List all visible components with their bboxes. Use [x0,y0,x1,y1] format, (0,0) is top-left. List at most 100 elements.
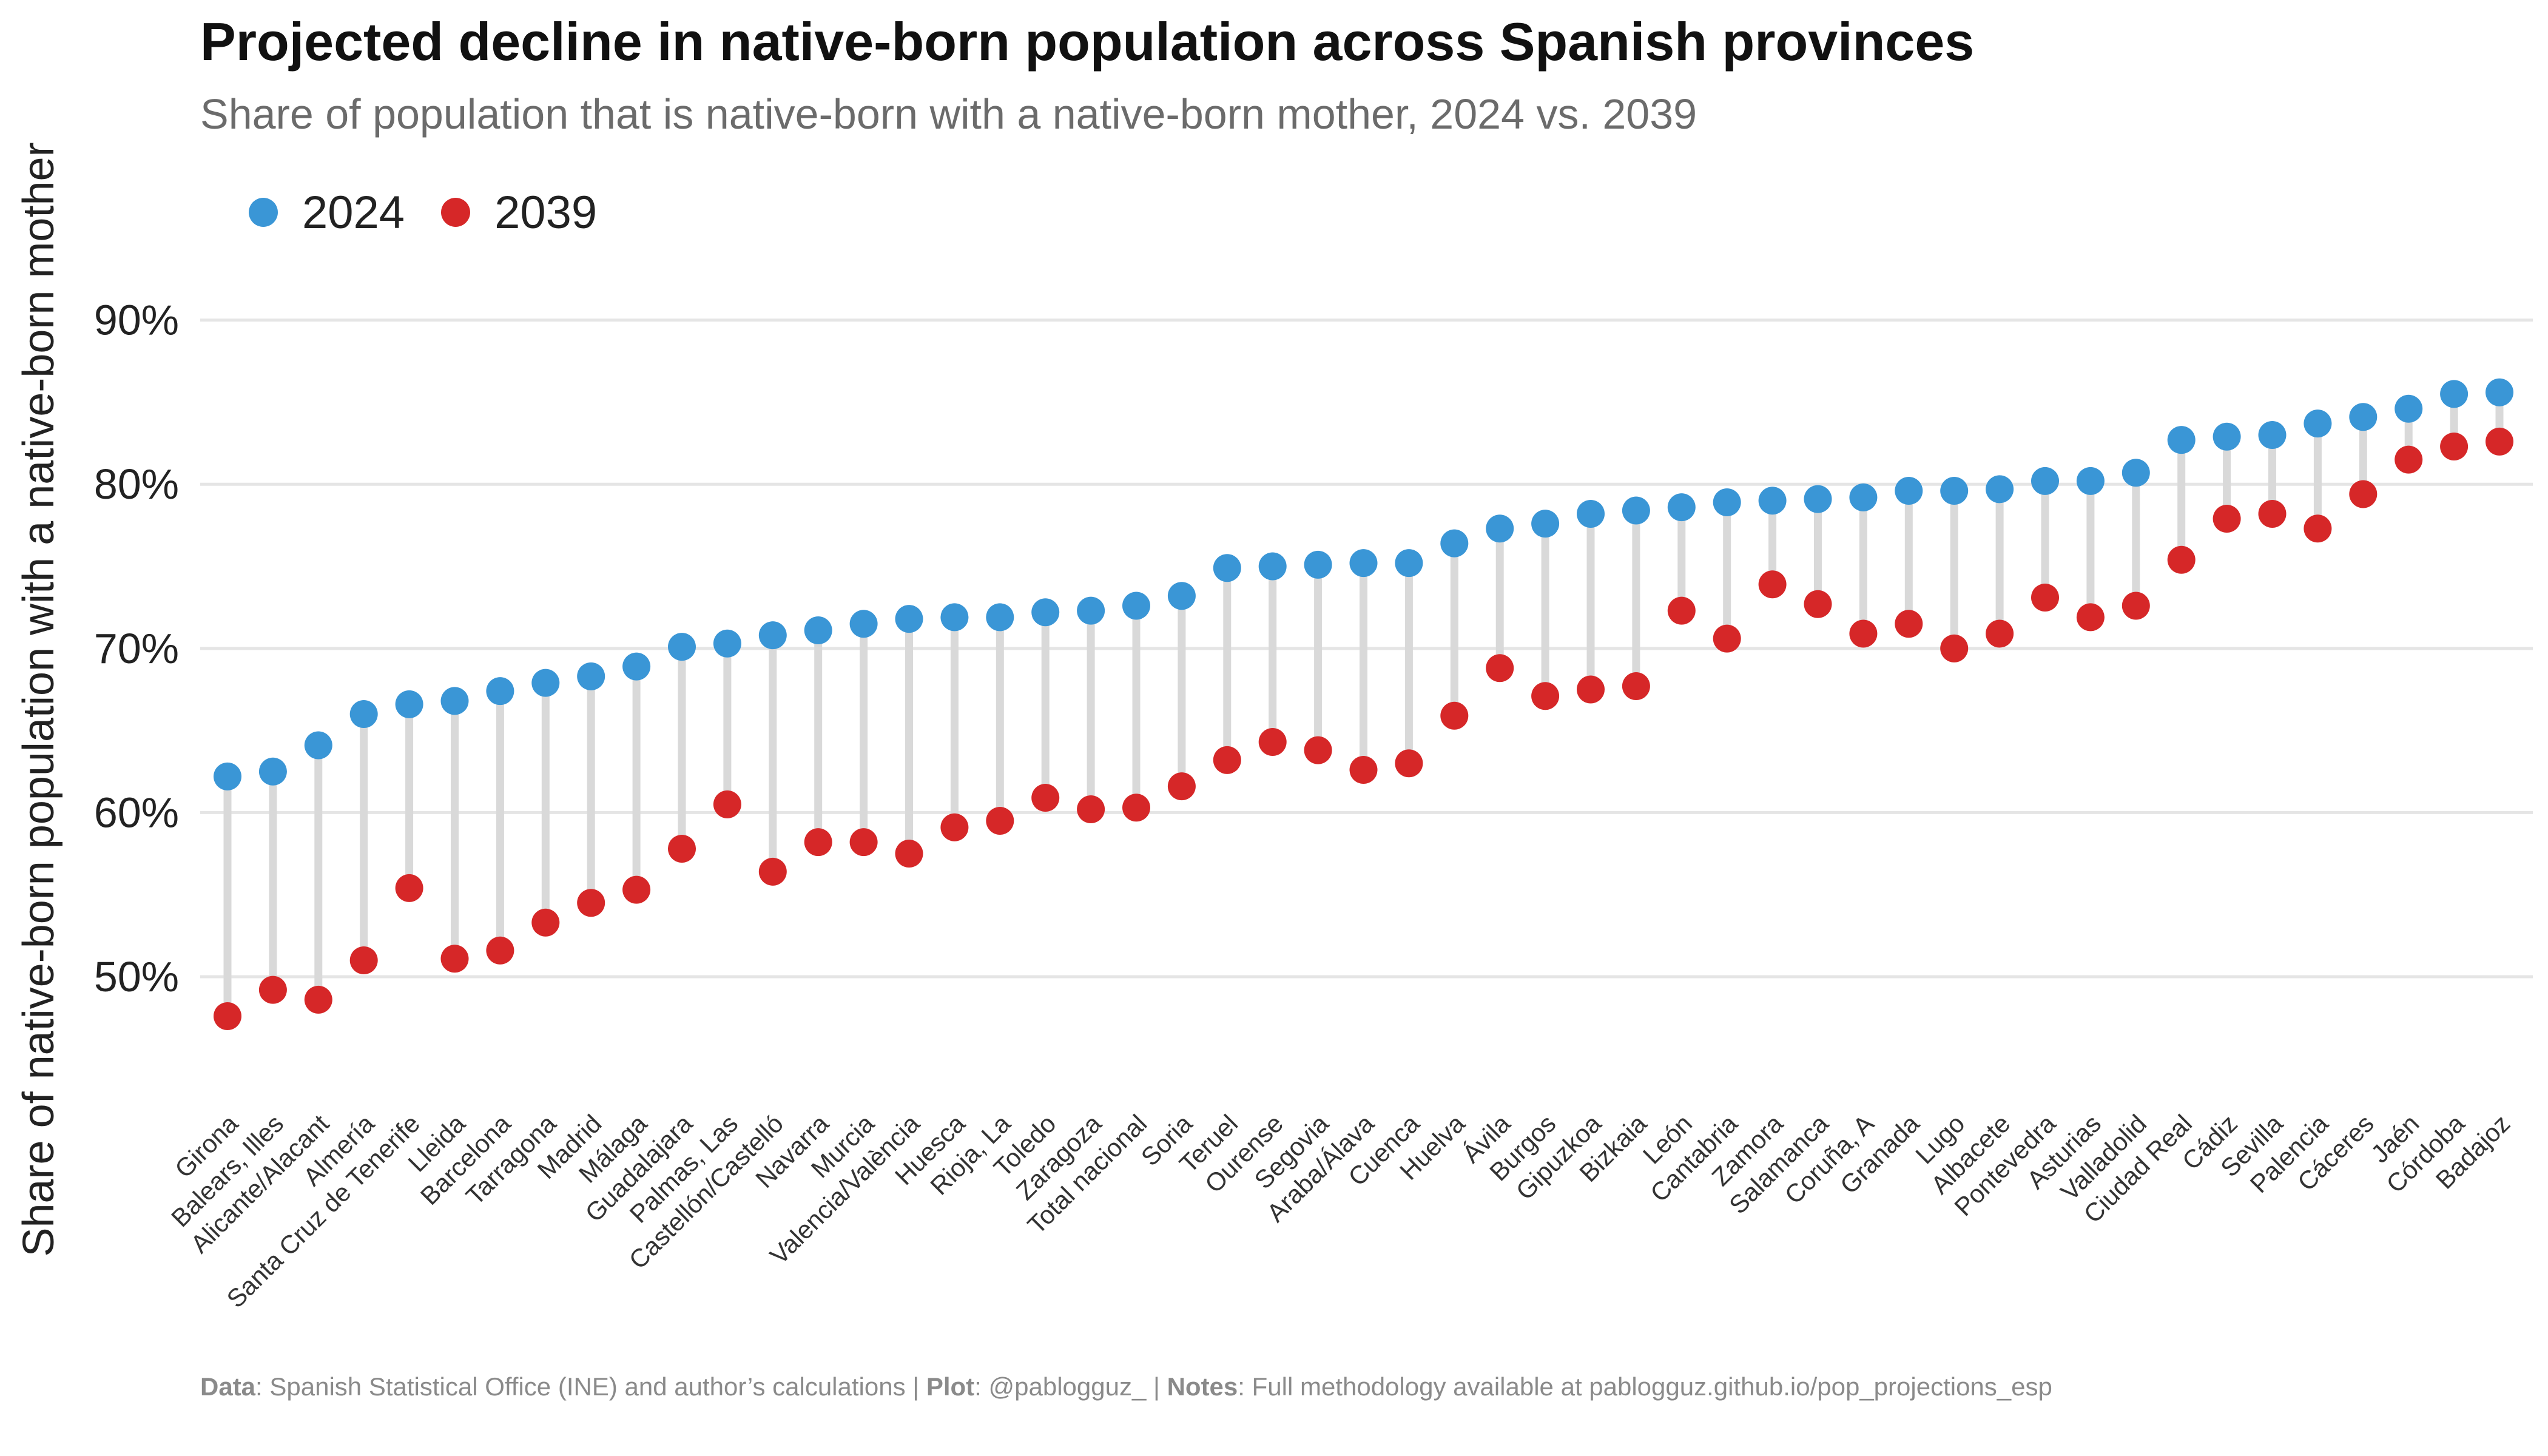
point-2024 [531,669,560,697]
point-2039 [486,936,514,965]
data-points [214,378,2513,1030]
point-2039 [1440,701,1469,730]
caption-notes-text: : Full methodology available at pabloggu… [1238,1372,2052,1401]
y-tick-label: 90% [94,297,179,344]
point-2024 [1258,552,1287,581]
point-2039 [1849,619,1878,648]
point-2024 [486,677,514,706]
point-2024 [2076,467,2105,495]
point-2039 [849,828,878,857]
point-2024 [2213,422,2241,451]
point-2024 [440,687,469,715]
point-2039 [1758,570,1787,599]
point-2039 [2122,592,2150,620]
point-2039 [304,985,332,1014]
point-2039 [1667,596,1696,625]
point-2039 [1486,654,1514,682]
point-2039 [1167,772,1196,801]
point-2024 [1577,499,1605,528]
point-2024 [1486,514,1514,543]
point-2024 [986,603,1014,632]
point-2039 [1940,634,1969,662]
point-2039 [395,874,423,902]
point-2039 [2395,445,2423,474]
point-2039 [986,806,1014,835]
point-2024 [2258,421,2287,450]
point-2024 [2486,378,2513,406]
point-2024 [1622,496,1650,525]
point-2039 [713,790,741,818]
legend-label-2039: 2039 [494,186,598,238]
point-2039 [1213,746,1241,774]
point-2024 [2122,459,2150,487]
point-2039 [1804,590,1832,618]
point-2039 [2076,603,2105,632]
legend-swatch-2024 [249,198,278,227]
point-2039 [440,945,469,973]
point-2039 [804,828,832,857]
point-2039 [1577,675,1605,704]
chart-title: Projected decline in native-born populat… [200,12,1975,72]
point-2024 [622,652,651,681]
point-2039 [1895,610,1923,638]
point-2024 [214,762,241,790]
point-2039 [577,889,605,917]
caption-plot-text: : @pablogguz_ | [974,1372,1167,1401]
y-tick-label: 50% [94,953,179,1000]
point-2024 [1122,592,1150,620]
point-2024 [668,633,696,661]
point-2024 [1395,549,1423,578]
point-2024 [849,610,878,638]
point-2039 [2440,433,2469,460]
point-2024 [395,690,423,718]
y-axis-label: Share of native-born population with a n… [15,142,63,1256]
point-2024 [1986,475,2014,504]
point-2039 [1122,794,1150,822]
legend-item-2024: 2024 [249,186,405,239]
point-2024 [1713,488,1741,516]
point-2039 [1258,728,1287,757]
point-2024 [713,629,741,658]
point-2039 [258,976,287,1004]
point-2024 [1213,554,1241,582]
point-2024 [1895,477,1923,505]
point-2024 [1531,510,1560,538]
point-2024 [1304,550,1332,579]
point-2039 [758,857,787,886]
point-2024 [349,700,378,729]
chart-subtitle: Share of population that is native-born … [200,90,1697,138]
legend-swatch-2039 [441,198,471,227]
point-2039 [2167,545,2196,574]
point-2039 [1077,795,1105,823]
point-2024 [1440,529,1469,558]
point-2039 [895,840,923,868]
point-2039 [2349,480,2378,508]
point-2039 [1986,619,2014,648]
point-2024 [304,731,332,760]
point-2024 [1031,598,1060,627]
point-2039 [1622,672,1650,701]
y-tick-label: 80% [94,460,179,508]
point-2024 [2031,467,2059,495]
point-2039 [2486,427,2513,456]
y-tick-label: 70% [94,625,179,672]
point-2039 [2304,514,2332,543]
point-2024 [258,757,287,786]
legend: 2024 2039 [249,185,633,240]
point-2024 [1804,485,1832,513]
point-2024 [2349,403,2378,431]
point-2039 [531,908,560,937]
legend-label-2024: 2024 [302,186,405,238]
point-2039 [2213,505,2241,533]
point-2024 [1667,493,1696,522]
dumbbell-segments [223,392,2504,1016]
point-2039 [2031,583,2059,612]
y-tick-label: 60% [94,789,179,836]
point-2024 [1758,487,1787,515]
point-2039 [214,1002,241,1030]
point-2039 [940,813,969,841]
point-2024 [1940,477,1969,505]
point-2024 [1349,549,1378,578]
